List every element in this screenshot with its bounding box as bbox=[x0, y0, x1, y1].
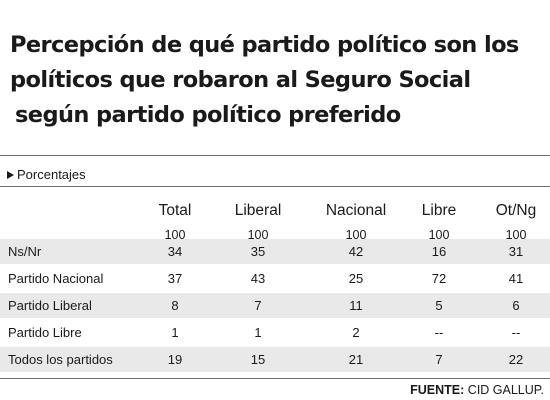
row-label: Partido Nacional bbox=[8, 271, 104, 286]
column-header: Ot/Ng bbox=[495, 202, 537, 219]
title-line-1: Percepción de qué partido político son l… bbox=[10, 32, 519, 58]
table-cell: 7 bbox=[254, 298, 262, 313]
row-band bbox=[0, 347, 550, 372]
title-line-2: políticos que robaron al Seguro Social bbox=[10, 67, 471, 93]
base-value: 100 bbox=[345, 228, 367, 242]
table-cell: 41 bbox=[508, 271, 524, 286]
table-cell: 19 bbox=[167, 352, 183, 367]
row-label: Partido Libre bbox=[8, 325, 82, 340]
table-cell: 6 bbox=[512, 298, 520, 313]
table-cell: 37 bbox=[167, 271, 183, 286]
table-cell: 15 bbox=[250, 352, 266, 367]
row-band bbox=[0, 239, 550, 264]
row-label: Partido Liberal bbox=[8, 298, 92, 313]
table-cell: 5 bbox=[435, 298, 443, 313]
top-rule bbox=[0, 155, 550, 156]
source-value: CID GALLUP. bbox=[467, 383, 544, 397]
column-header: Liberal bbox=[234, 202, 282, 219]
base-value: 100 bbox=[247, 228, 269, 242]
source-note: FUENTE: CID GALLUP. bbox=[410, 383, 544, 397]
triangle-bullet-icon bbox=[7, 170, 14, 179]
bottom-rule bbox=[0, 378, 550, 379]
table-cell: 34 bbox=[167, 244, 183, 259]
table-cell: 7 bbox=[435, 352, 443, 367]
table-cell: 35 bbox=[250, 244, 266, 259]
base-value: 100 bbox=[164, 228, 186, 242]
table-cell: 42 bbox=[348, 244, 364, 259]
row-label: Ns/Nr bbox=[8, 244, 42, 259]
table-cell: 21 bbox=[348, 352, 364, 367]
base-value: 100 bbox=[428, 228, 450, 242]
subtitle-rule bbox=[0, 186, 550, 187]
table-cell: -- bbox=[511, 325, 521, 340]
table-cell: 22 bbox=[508, 352, 524, 367]
column-header: Nacional bbox=[325, 202, 387, 219]
row-label: Todos los partidos bbox=[8, 352, 113, 367]
base-value: 100 bbox=[505, 228, 527, 242]
table-cell: 43 bbox=[250, 271, 266, 286]
table-cell: 8 bbox=[171, 298, 179, 313]
table-cell: 25 bbox=[348, 271, 364, 286]
table-cell: 31 bbox=[508, 244, 524, 259]
title-line-3: según partido político preferido bbox=[15, 102, 401, 128]
subtitle-text: Porcentajes bbox=[17, 167, 86, 182]
table-cell: 1 bbox=[171, 325, 179, 340]
table-cell: 1 bbox=[254, 325, 262, 340]
column-header: Total bbox=[158, 202, 192, 219]
subtitle: Porcentajes bbox=[7, 167, 86, 182]
table-cell: 11 bbox=[349, 298, 363, 313]
table-cell: 72 bbox=[431, 271, 447, 286]
table-cell: 16 bbox=[431, 244, 447, 259]
column-header: Libre bbox=[421, 202, 457, 219]
table-cell: -- bbox=[434, 325, 444, 340]
table-cell: 2 bbox=[352, 325, 360, 340]
row-band bbox=[0, 293, 550, 318]
chart-title: Percepción de qué partido político son l… bbox=[10, 28, 545, 133]
source-label: FUENTE: bbox=[410, 383, 465, 397]
